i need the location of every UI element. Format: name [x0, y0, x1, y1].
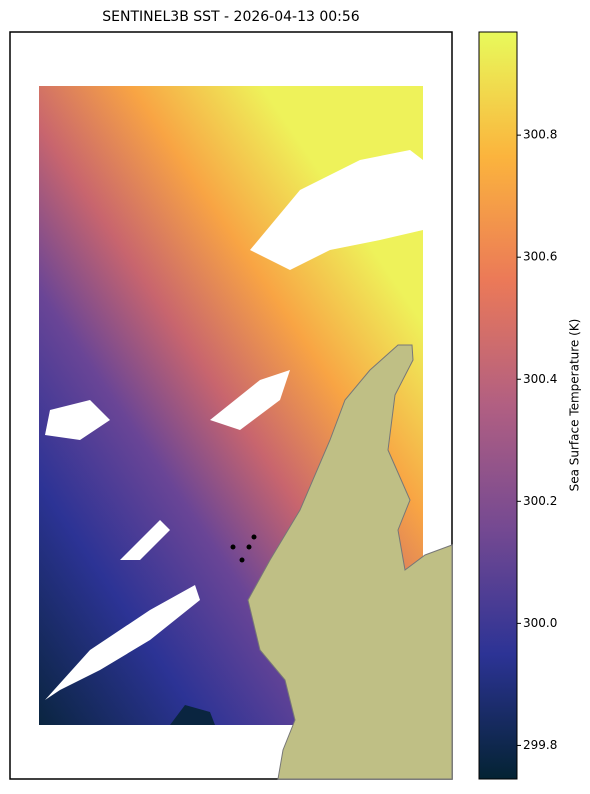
station	[251, 534, 257, 540]
cloud	[250, 150, 423, 270]
cloud	[210, 370, 290, 430]
cloud	[45, 400, 110, 440]
cloud	[45, 585, 200, 700]
dark-patch	[170, 705, 215, 725]
colorbar-tick-label: 300.6	[523, 250, 557, 264]
colorbar	[478, 31, 518, 780]
colorbar-tick-label: 300.8	[523, 128, 557, 142]
cloud	[120, 520, 170, 560]
cloud-mask	[45, 150, 423, 725]
colorbar-label: Sea Surface Temperature (K)	[568, 319, 582, 492]
station	[239, 557, 245, 563]
colorbar-tick-label: 300.2	[523, 494, 557, 508]
station	[246, 544, 252, 550]
stations	[230, 534, 257, 563]
colorbar-tick-label: 299.8	[523, 738, 557, 752]
colorbar-tick-label: 300.4	[523, 372, 557, 386]
colorbar-tick-label: 300.0	[523, 616, 557, 630]
land	[247, 344, 453, 780]
station	[230, 544, 236, 550]
title: SENTINEL3B SST - 2026-04-13 00:56	[102, 9, 359, 25]
